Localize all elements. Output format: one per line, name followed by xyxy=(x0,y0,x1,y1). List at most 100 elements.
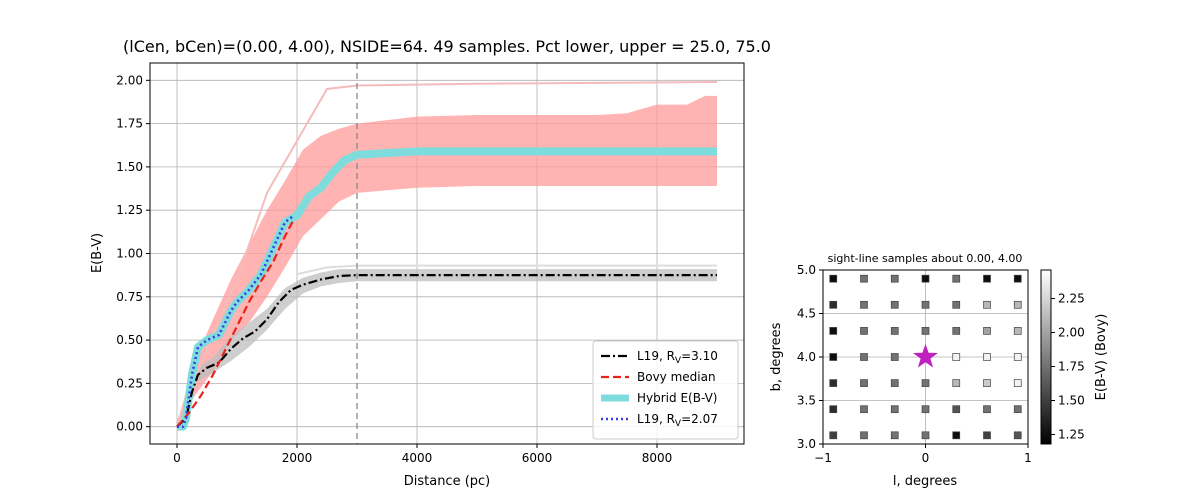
sample-point xyxy=(921,379,930,387)
legend-label-text: Hybrid E(B-V) xyxy=(637,391,717,405)
x-tick-label: 6000 xyxy=(522,451,553,465)
map-y-tick-label: 3.0 xyxy=(797,437,816,451)
sample-point xyxy=(1013,431,1022,440)
sample-point xyxy=(860,274,868,283)
colorbar-tick-label: 2.25 xyxy=(1058,292,1085,306)
sample-point xyxy=(860,431,868,440)
chart-title: (lCen, bCen)=(0.00, 4.00), NSIDE=64. 49 … xyxy=(123,37,771,56)
sample-point xyxy=(1013,327,1022,335)
map-x-tick-label: 1 xyxy=(1024,451,1032,465)
x-tick-label: 8000 xyxy=(642,451,673,465)
sample-point xyxy=(860,300,868,309)
sample-point xyxy=(860,405,868,414)
sample-point xyxy=(890,300,899,309)
sample-point xyxy=(983,327,991,335)
legend-label: Hybrid E(B-V) xyxy=(637,391,717,405)
sample-point xyxy=(1013,379,1022,387)
legend-label-subscript: V xyxy=(675,419,682,429)
colorbar-tick-label: 2.00 xyxy=(1058,326,1085,340)
sample-point xyxy=(829,274,838,283)
sample-point xyxy=(983,379,991,387)
map-x-tick-label: 0 xyxy=(922,451,930,465)
sample-point xyxy=(952,379,961,387)
sample-point xyxy=(983,274,991,283)
sample-point xyxy=(921,300,930,309)
colorbar-tick-label: 1.75 xyxy=(1058,360,1085,374)
sample-point xyxy=(952,274,961,283)
y-tick-label: 1.25 xyxy=(116,203,143,217)
sample-point xyxy=(921,327,930,335)
colorbar-tick-label: 1.50 xyxy=(1058,394,1085,408)
sample-point xyxy=(890,353,899,361)
legend-label-text: L19, R xyxy=(637,349,675,363)
sample-point xyxy=(1013,274,1022,283)
sample-point xyxy=(890,405,899,414)
colorbar-tick-label: 1.25 xyxy=(1058,427,1085,441)
sample-point xyxy=(952,300,961,309)
y-tick-label: 1.50 xyxy=(116,160,143,174)
sample-point xyxy=(952,353,961,361)
sample-point xyxy=(860,379,868,387)
legend-label: L19, RV=2.07 xyxy=(637,412,718,429)
sample-point xyxy=(983,405,991,414)
y-tick-label: 0.00 xyxy=(116,420,143,434)
sample-point xyxy=(1013,353,1022,361)
y-tick-label: 0.25 xyxy=(116,376,143,390)
sample-point xyxy=(829,379,838,387)
y-axis-label: E(B-V) xyxy=(90,233,105,273)
percentile-band xyxy=(177,95,717,427)
colorbar xyxy=(1040,269,1052,445)
map-x-tick-label: −1 xyxy=(814,451,832,465)
colorbar-label: E(B-V) (Bovy) xyxy=(1094,314,1109,401)
sample-point xyxy=(829,327,838,335)
series-line xyxy=(177,214,295,428)
y-tick-label: 1.75 xyxy=(116,117,143,131)
sample-point xyxy=(952,405,961,414)
series-line xyxy=(176,274,717,428)
y-tick-label: 0.75 xyxy=(116,290,143,304)
sample-point xyxy=(890,431,899,440)
main-chart: (lCen, bCen)=(0.00, 4.00), NSIDE=64. 49 … xyxy=(90,37,771,489)
map-y-tick-label: 3.5 xyxy=(797,394,816,408)
sample-point xyxy=(829,300,838,309)
sample-point xyxy=(1013,300,1022,309)
legend-box xyxy=(592,340,739,440)
x-axis-label: Distance (pc) xyxy=(404,474,491,489)
sample-point xyxy=(829,431,838,440)
sample-point xyxy=(921,274,930,283)
x-tick-label: 0 xyxy=(173,451,181,465)
sample-point xyxy=(860,327,868,335)
sample-point xyxy=(1013,405,1022,414)
map-y-tick-label: 4.0 xyxy=(797,350,816,364)
extra-line xyxy=(296,264,717,276)
x-tick-label: 4000 xyxy=(402,451,433,465)
legend-label-suffix: =3.10 xyxy=(681,349,718,363)
sample-point xyxy=(983,431,991,440)
legend-label-subscript: V xyxy=(675,356,682,366)
map-y-tick-label: 4.5 xyxy=(797,307,816,321)
sample-point xyxy=(983,353,991,361)
map-title: sight-line samples about 0.00, 4.00 xyxy=(828,252,1023,265)
center-star-marker xyxy=(913,344,938,368)
map-y-tick-label: 5.0 xyxy=(797,263,816,277)
sample-point xyxy=(952,327,961,335)
sample-point xyxy=(921,405,930,414)
sample-point xyxy=(890,379,899,387)
sample-point xyxy=(860,353,868,361)
map-y-axis-label: b, degrees xyxy=(769,322,784,391)
legend-label-suffix: =2.07 xyxy=(681,412,718,426)
legend-label: Bovy median xyxy=(637,370,716,384)
sample-point xyxy=(829,353,838,361)
sample-point xyxy=(983,300,991,309)
sample-point xyxy=(952,431,961,440)
y-tick-label: 1.00 xyxy=(116,247,143,261)
legend-label: L19, RV=3.10 xyxy=(637,349,718,366)
y-tick-label: 0.50 xyxy=(116,333,143,347)
map-x-axis-label: l, degrees xyxy=(893,474,957,489)
y-tick-label: 2.00 xyxy=(116,73,143,87)
sample-point xyxy=(890,274,899,283)
sample-point xyxy=(890,327,899,335)
x-tick-label: 2000 xyxy=(282,451,313,465)
